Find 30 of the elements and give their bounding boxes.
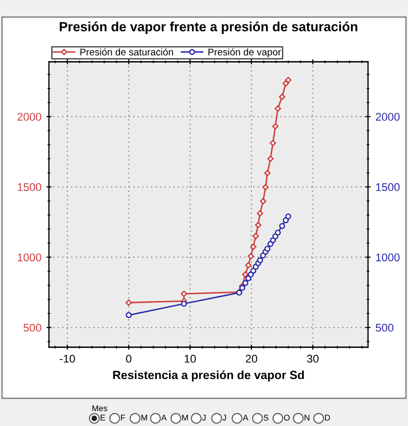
y2-tick-label: 2000 [376, 112, 400, 121]
text: M [182, 414, 188, 420]
text: O [284, 414, 290, 421]
x-tick-label: 10 [184, 354, 196, 363]
x-tick-label: 0 [126, 354, 132, 363]
x-tick-label: -10 [60, 354, 75, 363]
chart-title: Presión de vapor frente a presión de saturación [60, 22, 358, 34]
y-tick-label: 1500 [18, 183, 42, 192]
text: E [100, 414, 106, 420]
text: J [222, 414, 226, 421]
text: A [161, 414, 167, 420]
y-tick-label: 1000 [18, 253, 42, 262]
x-axis-title: Resistencia a presión de vapor Sd [113, 370, 304, 382]
legend-label: Presión de vapor [208, 48, 281, 58]
x-tick-label: 20 [246, 354, 258, 363]
text: Mes [92, 405, 108, 412]
x-tick-label: 30 [307, 354, 319, 363]
text: J [202, 414, 206, 421]
y2-tick-label: 1500 [376, 183, 400, 192]
text: A [242, 414, 248, 420]
text: M [141, 414, 148, 420]
legend-label: Presión de saturación [80, 48, 173, 56]
text: S [264, 414, 268, 421]
text: F [121, 414, 126, 420]
y2-tick-label: 500 [376, 324, 394, 332]
y-tick-label: 2000 [18, 112, 42, 121]
text: N [304, 414, 310, 420]
y2-tick-label: 1000 [376, 253, 400, 262]
text: D [325, 414, 330, 420]
y-tick-label: 500 [24, 324, 42, 332]
